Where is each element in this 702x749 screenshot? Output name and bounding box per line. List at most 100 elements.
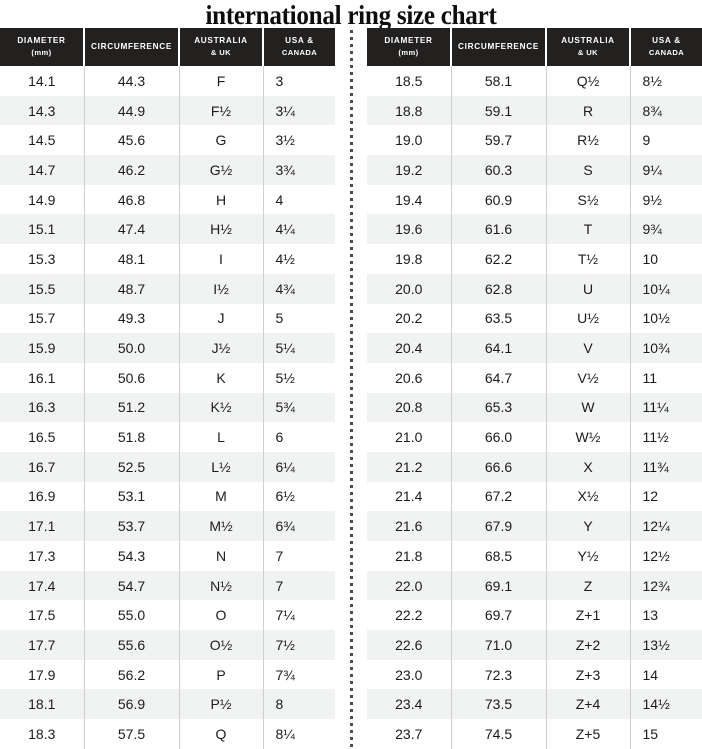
table-row: 21.0 66.0 W½ 11½ (367, 422, 702, 452)
center-divider (335, 28, 367, 749)
cell-diameter: 15.5 (0, 273, 85, 304)
cell-usa-canada: 10¾ (630, 333, 702, 363)
cell-diameter: 17.5 (0, 600, 85, 631)
cell-diameter: 21.2 (367, 451, 452, 482)
cell-australia-uk: T½ (546, 244, 631, 274)
cell-australia-uk: R½ (546, 125, 631, 156)
cell-usa-canada: 11 (630, 362, 702, 393)
cell-australia-uk: U½ (546, 303, 631, 334)
cell-australia-uk: K½ (179, 392, 264, 423)
cell-australia-uk: M (179, 481, 264, 512)
cell-australia-uk: N½ (179, 570, 264, 601)
column-header-uk-label: & UK (577, 48, 599, 57)
cell-circumference: 49.3 (84, 303, 180, 334)
cell-usa-canada: 4¾ (263, 273, 335, 304)
table-row: 14.7 46.2 G½ 3¾ (0, 155, 335, 185)
cell-circumference: 56.2 (84, 659, 180, 690)
cell-australia-uk: F (179, 66, 264, 96)
cell-diameter: 17.7 (0, 630, 85, 660)
cell-australia-uk: Y (546, 511, 631, 541)
cell-circumference: 53.7 (84, 511, 180, 541)
cell-usa-canada: 15 (630, 719, 702, 749)
table-row: 17.5 55.0 O 7¼ (0, 600, 335, 631)
cell-circumference: 60.9 (451, 184, 547, 215)
column-header-australia-uk: AUSTRALIA & UK (545, 28, 631, 66)
cell-diameter: 14.1 (0, 66, 85, 96)
cell-diameter: 20.2 (367, 303, 452, 334)
cell-diameter: 19.0 (367, 125, 452, 156)
cell-diameter: 19.6 (367, 214, 452, 245)
cell-diameter: 21.6 (367, 511, 452, 541)
cell-australia-uk: U (546, 273, 631, 304)
cell-australia-uk: Z+3 (546, 659, 631, 690)
cell-circumference: 72.3 (451, 659, 547, 690)
cell-australia-uk: Y½ (546, 541, 631, 571)
cell-usa-canada: 6 (263, 422, 335, 452)
table-row: 21.8 68.5 Y½ 12½ (367, 541, 702, 571)
cell-australia-uk: O½ (179, 630, 264, 660)
cell-diameter: 16.5 (0, 422, 85, 452)
right-table-block: DIAMETER (mm) CIRCUMFERENCE AUSTRALIA & … (367, 28, 702, 749)
cell-circumference: 55.6 (84, 630, 180, 660)
cell-australia-uk: Q (179, 719, 264, 749)
table-row: 20.8 65.3 W 11¼ (367, 392, 702, 423)
cell-usa-canada: 3 (263, 66, 335, 96)
cell-australia-uk: V (546, 333, 631, 363)
table-row: 19.6 61.6 T 9¾ (367, 214, 702, 245)
table-row: 14.5 45.6 G 3½ (0, 125, 335, 156)
cell-diameter: 22.6 (367, 630, 452, 660)
table-row: 15.7 49.3 J 5 (0, 303, 335, 334)
table-row: 22.0 69.1 Z 12¾ (367, 570, 702, 601)
column-header-canada-label: CANADA (281, 48, 318, 57)
table-row: 19.8 62.2 T½ 10 (367, 244, 702, 274)
cell-circumference: 68.5 (451, 541, 547, 571)
column-header-australia-label: AUSTRALIA (194, 36, 248, 45)
column-header-circumference: CIRCUMFERENCE (450, 28, 547, 66)
cell-circumference: 50.6 (84, 362, 180, 393)
column-header-usa-canada: USA & CANADA (629, 28, 702, 66)
cell-usa-canada: 7 (263, 541, 335, 571)
cell-circumference: 50.0 (84, 333, 180, 363)
column-header-diameter-unit: (mm) (398, 48, 419, 57)
cell-usa-canada: 14 (630, 659, 702, 690)
table-row: 23.0 72.3 Z+3 14 (367, 659, 702, 690)
cell-usa-canada: 3½ (263, 125, 335, 156)
cell-australia-uk: V½ (546, 362, 631, 393)
cell-circumference: 67.2 (451, 481, 547, 512)
cell-australia-uk: W½ (546, 422, 631, 452)
table-row: 19.2 60.3 S 9¼ (367, 155, 702, 185)
table-row: 20.2 63.5 U½ 10½ (367, 303, 702, 334)
cell-usa-canada: 3¼ (263, 95, 335, 126)
cell-diameter: 20.8 (367, 392, 452, 423)
cell-circumference: 48.1 (84, 244, 180, 274)
cell-circumference: 58.1 (451, 66, 547, 96)
table-row: 18.1 56.9 P½ 8 (0, 689, 335, 720)
ring-size-charts: DIAMETER (mm) CIRCUMFERENCE AUSTRALIA & … (0, 28, 702, 749)
cell-usa-canada: 5 (263, 303, 335, 334)
ring-size-table-left: DIAMETER (mm) CIRCUMFERENCE AUSTRALIA & … (0, 28, 335, 749)
table-row: 16.9 53.1 M 6½ (0, 481, 335, 512)
cell-australia-uk: K (179, 362, 264, 393)
cell-diameter: 19.8 (367, 244, 452, 274)
cell-usa-canada: 6½ (263, 481, 335, 512)
cell-australia-uk: Q½ (546, 66, 631, 96)
cell-usa-canada: 10½ (630, 303, 702, 334)
cell-usa-canada: 6¾ (263, 511, 335, 541)
table-row: 16.7 52.5 L½ 6¼ (0, 451, 335, 482)
cell-diameter: 14.7 (0, 155, 85, 185)
column-header-diameter: DIAMETER (mm) (0, 28, 85, 66)
cell-diameter: 14.5 (0, 125, 85, 156)
cell-diameter: 20.4 (367, 333, 452, 363)
cell-usa-canada: 12¼ (630, 511, 702, 541)
table-row: 21.2 66.6 X 11¾ (367, 451, 702, 482)
cell-australia-uk: X½ (546, 481, 631, 512)
cell-diameter: 20.6 (367, 362, 452, 393)
cell-usa-canada: 13½ (630, 630, 702, 660)
cell-usa-canada: 9¼ (630, 155, 702, 185)
table-header-left: DIAMETER (mm) CIRCUMFERENCE AUSTRALIA & … (0, 28, 335, 66)
cell-usa-canada: 13 (630, 600, 702, 631)
cell-circumference: 63.5 (451, 303, 547, 334)
cell-circumference: 55.0 (84, 600, 180, 631)
cell-diameter: 22.2 (367, 600, 452, 631)
table-row: 17.7 55.6 O½ 7½ (0, 630, 335, 660)
